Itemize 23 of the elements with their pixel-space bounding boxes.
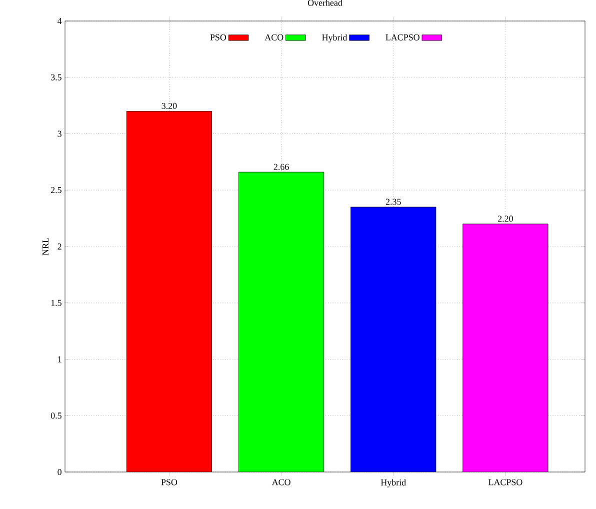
data-label: 2.20 [498, 216, 513, 222]
y-tick-label: 2.5 [50, 187, 62, 194]
x-tick-label: PSO [161, 479, 178, 486]
y-tick-label: 3.5 [51, 74, 62, 80]
legend-label: LACPSO [386, 34, 420, 40]
y-tick-label: 0.5 [50, 412, 62, 419]
y-tick-label: 3 [58, 130, 62, 137]
y-tick-label: 1 [58, 356, 62, 362]
x-tick-label: Hybrid [380, 479, 406, 488]
chart-title: Overhead [308, 0, 342, 6]
x-tick-label: LACPSO [488, 479, 522, 486]
legend-label: Hybrid [322, 34, 348, 42]
y-tick-label: 0 [58, 468, 62, 476]
y-tick-label: 2 [58, 244, 62, 250]
data-label: 2.35 [386, 198, 401, 205]
y-tick-label: 1.5 [51, 300, 62, 306]
y-axis-title: NRL [42, 238, 48, 256]
y-tick-label: 4 [58, 18, 62, 24]
data-label: 2.66 [274, 164, 289, 170]
x-tick-label: ACO [272, 479, 290, 486]
legend-label: PSO [210, 34, 226, 40]
legend-label: ACO [264, 34, 284, 40]
data-label: 3.20 [162, 102, 177, 109]
